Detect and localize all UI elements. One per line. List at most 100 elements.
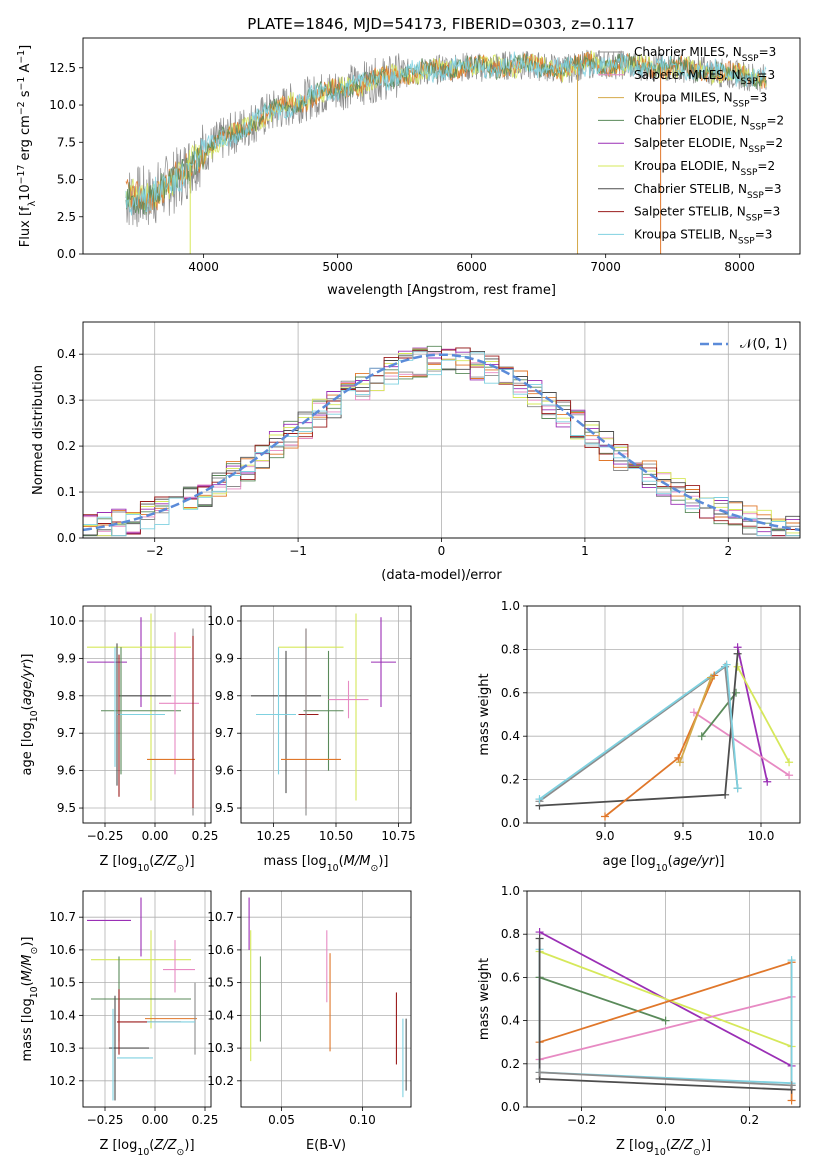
legend-entry: Salpeter STELIB, NSSP=3	[634, 205, 780, 224]
weight-line	[539, 995, 792, 1061]
x-tick-label: 9.5	[673, 829, 692, 843]
axes-frame	[526, 605, 801, 824]
y-axis-label: Flux [fλ10−17 erg cm−2 s−1 A−1]	[16, 45, 38, 247]
plus-marker	[733, 784, 742, 793]
error-bars	[251, 613, 396, 816]
y-tick-label: 9.9	[57, 651, 76, 665]
y-tick-label: 0.4	[501, 729, 520, 743]
mass_vs_EBV-panel: 0.05 0.10 10.2 10.3 10.4 10.5 10.6 10.7	[207, 890, 412, 1127]
axes-frame	[82, 890, 212, 1108]
plus-marker	[763, 777, 772, 786]
legend-entry: Chabrier STELIB, NSSP=3	[634, 182, 782, 201]
y-tick-label: 0.2	[57, 439, 76, 453]
weight-line	[539, 976, 666, 1022]
y-tick-label: 0.3	[57, 393, 76, 407]
y-tick-label: 10.7	[49, 910, 76, 924]
x-tick-label: 5000	[322, 260, 353, 274]
axes-frame	[526, 890, 801, 1108]
y-tick-label: 9.7	[215, 726, 234, 740]
plus-marker	[787, 956, 796, 965]
x-axis-label: mass [log10(M/M⊙)]	[264, 854, 389, 874]
y-tick-label: 0.8	[501, 927, 520, 941]
x-tick-label: −0.25	[87, 1113, 124, 1127]
legend-entry: Chabrier ELODIE, NSSP=2	[634, 113, 784, 132]
y-tick-label: 0.0	[501, 1100, 520, 1114]
x-tick-label: 0.05	[268, 1113, 295, 1127]
plus-marker	[535, 1068, 544, 1077]
y-tick-label: 10.5	[207, 976, 234, 990]
y-tick-label: 10.0	[207, 614, 234, 628]
weight-line	[539, 950, 792, 1048]
x-tick-label: 10.25	[256, 829, 290, 843]
x-tick-label: 8000	[724, 260, 755, 274]
y-tick-label: 9.5	[57, 801, 76, 815]
plus-marker	[785, 771, 794, 780]
plus-marker	[721, 790, 730, 799]
y-tick-label: 10.6	[49, 943, 76, 957]
y-axis-label: mass weight	[477, 673, 492, 755]
mass_vs_Z-panel: −0.25 0.00 0.25 10.2 10.3 10.4 10.5 10.6 10.7 Z […	[20, 890, 219, 1158]
x-tick-label: 7000	[590, 260, 621, 274]
y-tick-label: 10.3	[207, 1041, 234, 1055]
y-axis-label: age [log10(age/yr)]	[20, 653, 40, 775]
plus-marker	[675, 758, 684, 767]
y-tick-label: 7.5	[57, 135, 76, 149]
x-tick-label: 1	[581, 544, 589, 558]
normal-curve	[83, 353, 800, 532]
y-tick-label: 0.2	[501, 1057, 520, 1071]
y-tick-label: 0.6	[501, 970, 520, 984]
y-tick-label: 10.5	[49, 976, 76, 990]
legend: 𝒩(0, 1)	[700, 337, 787, 352]
error-bars	[87, 613, 199, 816]
plus-marker	[689, 708, 698, 717]
legend-entry: Kroupa ELODIE, NSSP=2	[634, 159, 775, 178]
plus-marker	[707, 673, 716, 682]
x-tick-label: 10.50	[319, 829, 353, 843]
weight-lines	[535, 643, 794, 821]
legend-entry: Kroupa MILES, NSSP=3	[634, 91, 767, 110]
x-tick-label: 2	[724, 544, 732, 558]
spectrum-lines	[125, 49, 767, 254]
y-tick-label: 10.6	[207, 943, 234, 957]
error-bars	[87, 897, 197, 1101]
x-axis-label: wavelength [Angstrom, rest frame]	[327, 283, 556, 298]
x-axis-label: Z [log10(Z/Z⊙)]	[616, 1138, 711, 1158]
x-tick-label: 0.00	[142, 829, 169, 843]
x-tick-label: 10.75	[381, 829, 415, 843]
x-tick-label: 0.25	[192, 1113, 219, 1127]
y-tick-label: 9.6	[57, 764, 76, 778]
plus-marker	[733, 649, 742, 658]
legend-entry: 𝒩(0, 1)	[740, 337, 787, 352]
legend-entry: Chabrier MILES, NSSP=3	[634, 45, 776, 64]
x-tick-label: −2	[146, 544, 164, 558]
y-tick-label: 10.4	[207, 1008, 234, 1022]
x-tick-label: 6000	[456, 260, 487, 274]
x-tick-label: 0	[438, 544, 446, 558]
weight-line	[736, 666, 790, 763]
y-tick-label: 0.0	[501, 816, 520, 830]
weight-line	[736, 647, 769, 782]
plus-marker	[601, 812, 609, 821]
error-bars	[248, 897, 407, 1098]
y-axis-label: mass [log10(M/M⊙)]	[20, 937, 40, 1062]
x-tick-label: 0.2	[740, 1113, 759, 1127]
x-axis-label: Z [log10(Z/Z⊙)]	[99, 1138, 194, 1158]
age_vs_mass-panel: 10.25 10.50 10.75 9.5 9.6 9.7 9.8 9.9 10.0 mass […	[207, 605, 416, 874]
x-axis-label: E(B-V)	[306, 1138, 346, 1153]
legend-entry: Salpeter ELODIE, NSSP=2	[634, 136, 783, 155]
y-tick-label: 0.1	[57, 485, 76, 499]
legend-entry: Kroupa STELIB, NSSP=3	[634, 227, 772, 246]
figure-title: PLATE=1846, MJD=54173, FIBERID=0303, z=0…	[247, 15, 634, 33]
y-tick-label: 10.4	[49, 1008, 76, 1022]
y-tick-label: 1.0	[501, 884, 520, 898]
y-axis-label: Normed distribution	[31, 365, 46, 495]
weight-line	[693, 711, 790, 777]
legend-entry: Salpeter MILES, NSSP=3	[634, 68, 775, 87]
plus-marker	[733, 662, 742, 671]
y-tick-label: 0.4	[501, 1014, 520, 1028]
legend: Chabrier MILES, NSSP=3 Salpeter MILES, NS…	[598, 45, 784, 246]
plus-marker	[535, 795, 544, 804]
plus-marker	[661, 1016, 670, 1025]
y-tick-label: 9.8	[215, 689, 234, 703]
y-tick-label: 1.0	[501, 599, 520, 613]
